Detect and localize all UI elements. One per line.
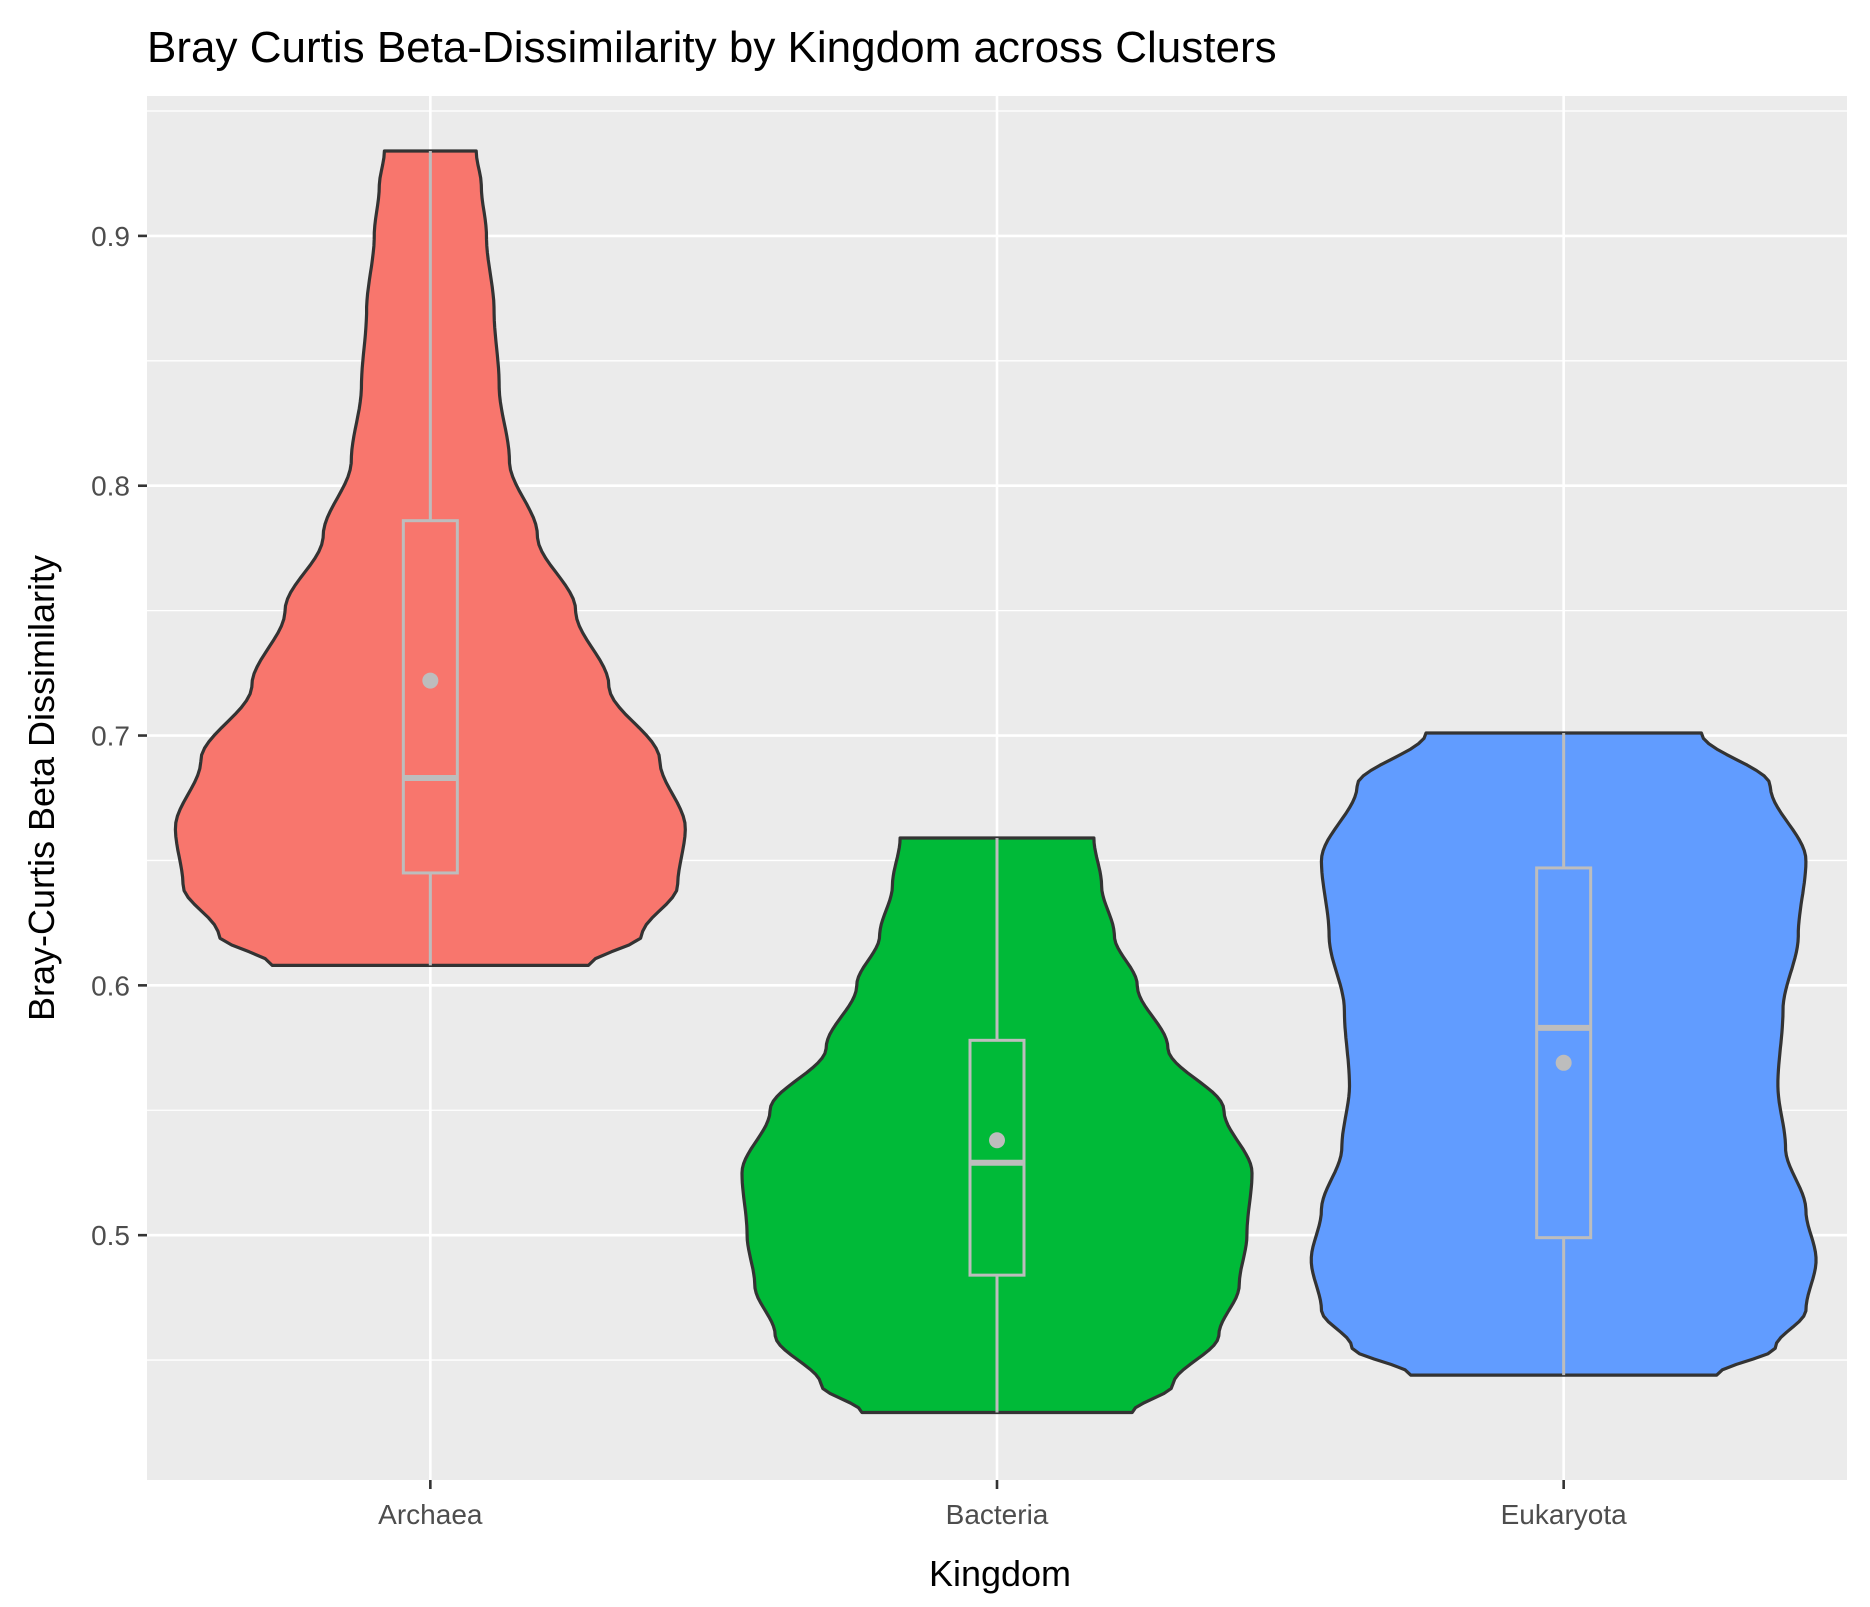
y-tick-label: 0.8 <box>91 471 130 502</box>
y-tick-label: 0.7 <box>91 721 130 752</box>
mean-point <box>422 672 439 689</box>
x-tick-label: Bacteria <box>946 1499 1049 1530</box>
y-tick-label: 0.9 <box>91 221 130 252</box>
violin-shape <box>1309 731 1818 1377</box>
violin-shape <box>740 836 1254 1415</box>
violin-eukaryota <box>1309 731 1818 1377</box>
x-tick-label: Eukaryota <box>1501 1499 1627 1530</box>
box-iqr <box>1535 866 1593 1240</box>
violin-bacteria <box>740 836 1254 1415</box>
y-tick-label: 0.5 <box>91 1220 130 1251</box>
violin-shape <box>173 149 687 967</box>
box-iqr <box>968 1038 1026 1277</box>
x-axis-title: Kingdom <box>929 1553 1071 1594</box>
violins <box>173 149 1818 1415</box>
axes: 0.5 0.6 0.7 0.8 0.9 Archaea Bacteria Eukaryota <box>91 221 1627 1530</box>
mean-point <box>1555 1054 1572 1071</box>
chart-title: Bray Curtis Beta-Dissimilarity by Kingdo… <box>147 23 1277 72</box>
y-axis-title: Bray-Curtis Beta Dissimilarity <box>21 555 62 1021</box>
mean-point <box>989 1132 1005 1149</box>
x-tick-label: Archaea <box>378 1499 483 1530</box>
violin-archaea <box>173 149 687 967</box>
box-iqr <box>401 519 459 875</box>
y-tick-label: 0.6 <box>91 970 130 1001</box>
